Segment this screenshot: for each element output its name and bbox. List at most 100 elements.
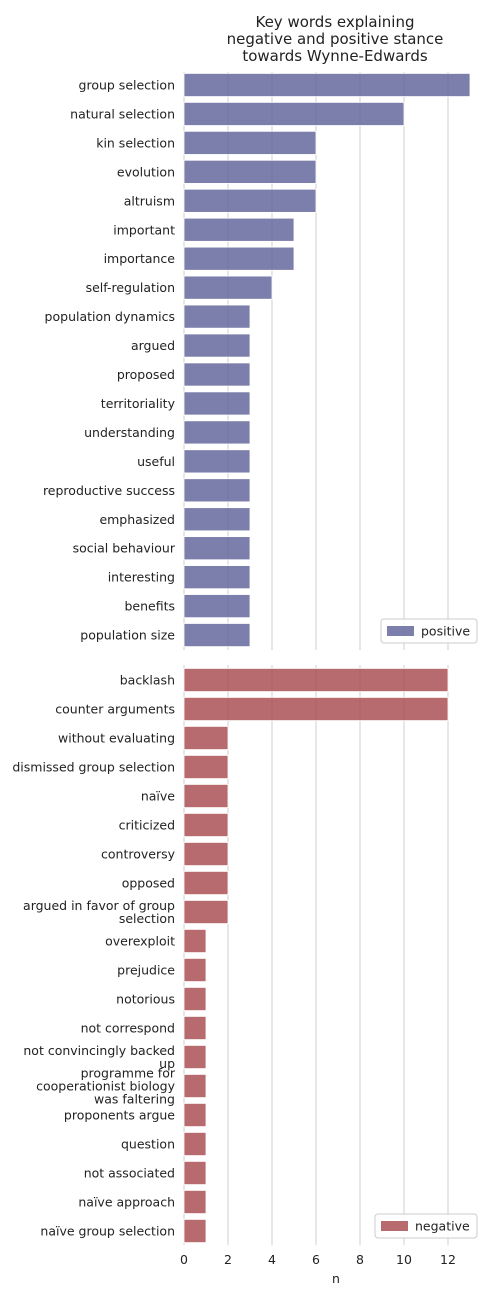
- bar-positive: [183, 333, 251, 358]
- bar-positive: [183, 449, 251, 474]
- category-label: important: [113, 222, 175, 237]
- x-tick-label: 10: [396, 1252, 412, 1267]
- category-label: group selection: [79, 78, 175, 93]
- category-label: counter arguments: [55, 702, 175, 717]
- category-label: emphasized: [99, 512, 175, 527]
- bar-positive: [183, 391, 251, 416]
- bar-positive: [183, 217, 295, 242]
- category-label: prejudice: [117, 963, 175, 978]
- category-label: notorious: [116, 992, 175, 1007]
- category-label: without evaluating: [58, 731, 175, 746]
- category-label: social behaviour: [73, 541, 176, 556]
- panel-negative: backlash counter arguments without evaluat…: [12, 665, 478, 1245]
- x-tick-label: 0: [180, 1252, 188, 1267]
- category-label: self-regulation: [86, 280, 175, 295]
- bar-positive: [183, 188, 317, 213]
- x-tick-label: 6: [312, 1252, 320, 1267]
- legend-swatch: [381, 1221, 408, 1231]
- category-label: benefits: [124, 599, 175, 614]
- bar-positive: [183, 478, 251, 503]
- category-label: proposed: [117, 367, 175, 382]
- bar-negative: [183, 1161, 207, 1186]
- category-label: understanding: [84, 425, 175, 440]
- bar-negative: [183, 1103, 207, 1128]
- category-label: natural selection: [70, 106, 175, 121]
- category-label: argued: [131, 338, 175, 353]
- bar-positive: [183, 73, 471, 97]
- bar-positive: [183, 420, 251, 445]
- title-line: towards Wynne-Edwards: [242, 47, 428, 65]
- bar-negative: [183, 1045, 207, 1070]
- legend-positive: positive: [380, 618, 478, 644]
- category-label: backlash: [120, 673, 175, 688]
- panel-positive: group selection natural selection kin sele…: [43, 72, 478, 650]
- legend-frame: [380, 618, 478, 644]
- bar-positive: [183, 623, 251, 648]
- category-label: not correspond: [81, 1021, 175, 1036]
- category-label: naïve approach: [78, 1195, 175, 1210]
- legend-negative: negative: [374, 1213, 478, 1239]
- bar-negative: [183, 755, 229, 780]
- legend-frame: [374, 1213, 478, 1239]
- category-label: controversy: [101, 847, 176, 862]
- category-label: programme for cooperationist biology was f…: [36, 1066, 176, 1107]
- bar-negative: [183, 842, 229, 867]
- bar-negative: [183, 1074, 207, 1099]
- category-label: kin selection: [96, 135, 175, 150]
- bar-positive: [183, 594, 251, 619]
- legend-swatch: [387, 626, 414, 636]
- category-label: importance: [104, 251, 176, 266]
- x-tick-label: 12: [440, 1252, 456, 1267]
- bar-negative: [183, 668, 449, 693]
- category-label: argued in favor of group selection: [23, 898, 175, 926]
- bar-negative: [183, 726, 229, 751]
- bar-positive: [183, 275, 273, 300]
- category-label: useful: [137, 454, 175, 469]
- category-label: not associated: [84, 1166, 175, 1181]
- bar-positive: [183, 536, 251, 561]
- bar-negative: [183, 1219, 207, 1244]
- category-label: criticized: [119, 818, 175, 833]
- x-axis-label: n: [332, 1271, 340, 1286]
- legend-label: negative: [415, 1219, 470, 1234]
- bar-negative: [183, 1132, 207, 1157]
- bar-negative: [183, 813, 229, 838]
- category-label: naïve: [141, 789, 175, 804]
- bar-negative: [183, 958, 207, 983]
- bar-negative: [183, 1016, 207, 1041]
- bar-positive: [183, 362, 251, 387]
- bar-negative: [183, 697, 449, 722]
- category-label: population dynamics: [45, 309, 175, 324]
- category-label: altruism: [124, 193, 175, 208]
- category-label: reproductive success: [43, 483, 175, 498]
- bar-positive: [183, 565, 251, 590]
- bar-negative: [183, 900, 229, 925]
- bar-positive: [183, 130, 317, 155]
- category-label: proponents argue: [64, 1108, 175, 1123]
- category-label: interesting: [108, 570, 175, 585]
- bar-negative: [183, 1190, 207, 1215]
- category-label: overexploit: [105, 934, 175, 949]
- category-label: not convincingly backed up: [23, 1043, 175, 1071]
- bar-positive: [183, 246, 295, 271]
- bar-negative: [183, 929, 207, 954]
- x-tick-label: 2: [224, 1252, 232, 1267]
- category-label: dismissed group selection: [12, 760, 175, 775]
- category-label: territoriality: [101, 396, 176, 411]
- bar-positive: [183, 159, 317, 184]
- category-label: question: [121, 1137, 175, 1152]
- x-tick-label: 8: [356, 1252, 364, 1267]
- category-label: opposed: [122, 876, 175, 891]
- category-label: evolution: [117, 164, 175, 179]
- bar-positive: [183, 304, 251, 329]
- title-line: negative and positive stance: [227, 30, 444, 48]
- x-tick-label: 4: [268, 1252, 276, 1267]
- legend-label: positive: [421, 624, 470, 639]
- category-label: naïve group selection: [40, 1224, 175, 1239]
- bar-negative: [183, 784, 229, 809]
- bar-negative: [183, 987, 207, 1012]
- bar-positive: [183, 101, 405, 126]
- title-line: Key words explaining: [255, 13, 414, 31]
